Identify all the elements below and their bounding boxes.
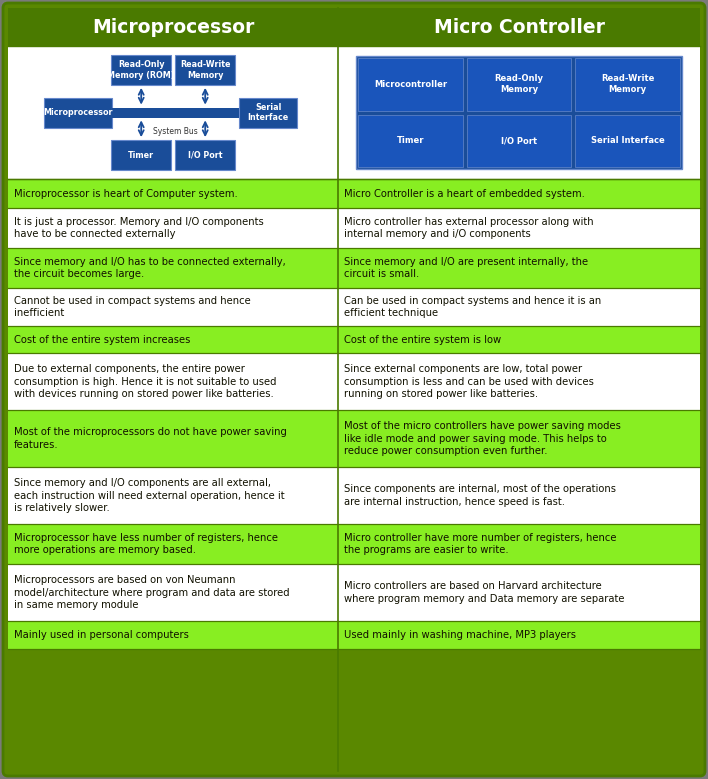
FancyBboxPatch shape [338,179,700,208]
Text: Since memory and I/O has to be connected externally,
the circuit becomes large.: Since memory and I/O has to be connected… [14,257,286,279]
FancyBboxPatch shape [111,140,171,170]
FancyBboxPatch shape [338,467,700,524]
FancyBboxPatch shape [175,140,235,170]
Text: Timer: Timer [128,150,154,160]
Text: Most of the microprocessors do not have power saving
features.: Most of the microprocessors do not have … [14,428,287,449]
FancyBboxPatch shape [8,353,338,410]
Text: Microprocessor: Microprocessor [43,108,113,117]
Text: Cannot be used in compact systems and hence
inefficient: Cannot be used in compact systems and he… [14,296,251,318]
Text: Since memory and I/O components are all external,
each instruction will need ext: Since memory and I/O components are all … [14,478,285,513]
FancyBboxPatch shape [8,8,338,46]
FancyBboxPatch shape [338,288,700,326]
Text: Since external components are low, total power
consumption is less and can be us: Since external components are low, total… [344,364,594,399]
Text: Cost of the entire system is low: Cost of the entire system is low [344,334,501,344]
FancyBboxPatch shape [338,621,700,649]
FancyBboxPatch shape [467,58,571,111]
Text: Microprocessor have less number of registers, hence
more operations are memory b: Microprocessor have less number of regis… [14,533,278,555]
FancyBboxPatch shape [338,248,700,288]
Text: Serial Interface: Serial Interface [591,136,665,145]
Text: Serial
Interface: Serial Interface [248,103,289,122]
FancyBboxPatch shape [338,524,700,564]
FancyBboxPatch shape [8,179,338,208]
FancyBboxPatch shape [8,524,338,564]
Text: Most of the micro controllers have power saving modes
like idle mode and power s: Most of the micro controllers have power… [344,421,622,456]
Text: Can be used in compact systems and hence it is an
efficient technique: Can be used in compact systems and hence… [344,296,602,318]
FancyBboxPatch shape [111,55,171,85]
Text: Read-Write
Memory: Read-Write Memory [601,74,654,94]
Text: Micro Controller is a heart of embedded system.: Micro Controller is a heart of embedded … [344,189,586,199]
Text: Since components are internal, most of the operations
are internal instruction, : Since components are internal, most of t… [344,485,617,506]
FancyBboxPatch shape [8,288,338,326]
Text: Microprocessor is heart of Computer system.: Microprocessor is heart of Computer syst… [14,189,238,199]
Text: System Bus: System Bus [154,126,198,136]
Text: Mainly used in personal computers: Mainly used in personal computers [14,630,189,640]
FancyBboxPatch shape [8,564,338,621]
FancyBboxPatch shape [356,56,682,169]
FancyBboxPatch shape [358,115,463,167]
Text: Since memory and I/O are present internally, the
circuit is small.: Since memory and I/O are present interna… [344,257,588,279]
FancyBboxPatch shape [3,3,705,776]
FancyBboxPatch shape [338,353,700,410]
FancyBboxPatch shape [467,115,571,167]
Text: Micro Controller: Micro Controller [434,17,605,37]
FancyBboxPatch shape [358,58,463,111]
Text: I/O Port: I/O Port [188,150,222,160]
FancyBboxPatch shape [175,55,235,85]
FancyBboxPatch shape [576,58,680,111]
FancyBboxPatch shape [8,248,338,288]
FancyBboxPatch shape [8,326,338,353]
Text: Due to external components, the entire power
consumption is high. Hence it is no: Due to external components, the entire p… [14,364,277,399]
FancyBboxPatch shape [338,326,700,353]
FancyBboxPatch shape [338,564,700,621]
Text: Timer: Timer [397,136,424,145]
Text: Micro controller has external processor along with
internal memory and i/O compo: Micro controller has external processor … [344,217,594,239]
Text: Micro controller have more number of registers, hence
the programs are easier to: Micro controller have more number of reg… [344,533,617,555]
FancyBboxPatch shape [8,467,338,524]
FancyBboxPatch shape [239,97,297,128]
FancyBboxPatch shape [338,8,700,46]
Text: Microprocessors are based on von Neumann
model/architecture where program and da: Microprocessors are based on von Neumann… [14,575,290,610]
FancyBboxPatch shape [8,208,338,248]
FancyBboxPatch shape [576,115,680,167]
Text: It is just a processor. Memory and I/O components
have to be connected externall: It is just a processor. Memory and I/O c… [14,217,264,239]
Text: Used mainly in washing machine, MP3 players: Used mainly in washing machine, MP3 play… [344,630,576,640]
Text: Microprocessor: Microprocessor [92,17,254,37]
Text: I/O Port: I/O Port [501,136,537,145]
Text: Micro controllers are based on Harvard architecture
where program memory and Dat: Micro controllers are based on Harvard a… [344,581,625,604]
Text: Read-Only
Memory: Read-Only Memory [495,74,544,94]
FancyBboxPatch shape [44,97,112,128]
FancyBboxPatch shape [338,410,700,467]
FancyBboxPatch shape [8,410,338,467]
FancyBboxPatch shape [8,46,338,179]
Text: Microcontroller: Microcontroller [374,79,447,89]
FancyBboxPatch shape [8,621,338,649]
FancyBboxPatch shape [338,46,700,179]
Text: Read-Only
Memory (ROM): Read-Only Memory (ROM) [108,60,175,80]
Text: Read-Write
Memory: Read-Write Memory [180,60,231,80]
FancyBboxPatch shape [112,108,239,118]
Text: Cost of the entire system increases: Cost of the entire system increases [14,334,190,344]
FancyBboxPatch shape [338,208,700,248]
